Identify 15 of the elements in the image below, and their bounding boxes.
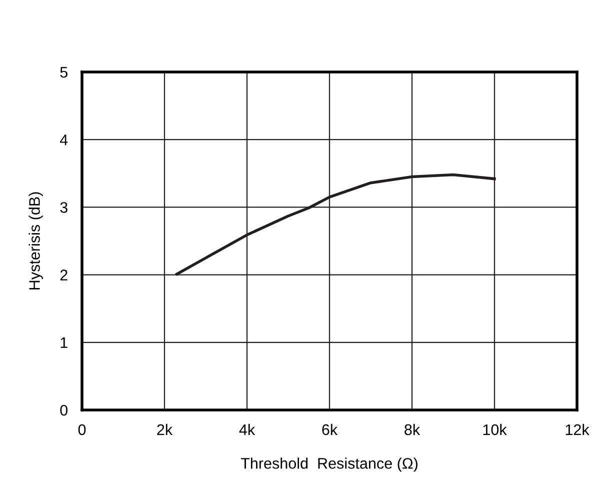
y-tick-label: 2 — [60, 270, 68, 280]
y-tick-label: 5 — [60, 67, 68, 78]
x-axis-title: Threshold Resistance (Ω) — [240, 458, 418, 472]
x-tick-label: 10k — [483, 424, 507, 436]
y-tick-label: 3 — [60, 202, 68, 213]
x-tick-label: 2k — [157, 424, 173, 435]
y-tick-label: 4 — [60, 134, 68, 146]
x-tick-label: 8k — [404, 424, 420, 436]
x-tick-label: 6k — [322, 424, 338, 436]
y-axis-title: Hysterisis (dB) — [28, 192, 43, 290]
x-tick-label: 0 — [78, 424, 86, 436]
y-tick-label: 0 — [60, 404, 68, 416]
x-tick-label: 12k — [566, 424, 590, 435]
x-tick-label: 4k — [239, 424, 256, 435]
y-tick-label: 1 — [60, 337, 68, 348]
